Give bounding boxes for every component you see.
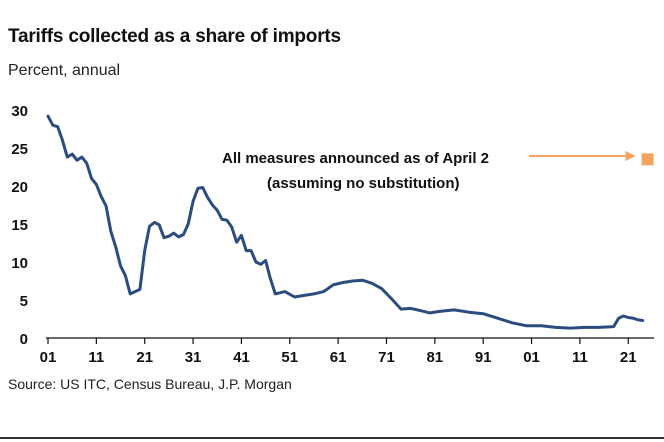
y-axis-ticks: 0 5 10 15 20 25 30 (11, 103, 28, 348)
x-tick-label-12: 21 (620, 349, 637, 366)
x-tick-label-7: 71 (378, 349, 395, 366)
x-tick-label-10: 01 (523, 349, 540, 366)
y-tick-label-15: 15 (11, 217, 28, 234)
source-note: Source: US ITC, Census Bureau, J.P. Morg… (8, 376, 292, 392)
bottom-divider (0, 437, 664, 439)
annotation-line-1: All measures announced as of April 2 (222, 150, 489, 167)
y-tick-label-20: 20 (11, 179, 28, 196)
y-tick-label-5: 5 (20, 293, 28, 310)
x-tick-label-3: 31 (185, 349, 202, 366)
x-tick-label-1: 11 (88, 349, 104, 366)
x-tick-label-5: 51 (281, 349, 298, 366)
annotation-line-2: (assuming no substitution) (267, 175, 460, 192)
y-tick-label-10: 10 (11, 255, 28, 272)
series-group (46, 114, 645, 330)
x-tick-label-9: 91 (475, 349, 492, 366)
chart-title: Tariffs collected as a share of imports (8, 26, 341, 47)
series-line-0 (46, 114, 645, 330)
x-tick-label-4: 41 (233, 349, 250, 366)
annotation-arrow-head (625, 151, 636, 161)
annotation-group: All measures announced as of April 2 (as… (222, 150, 654, 192)
x-tick-label-0: 01 (40, 349, 57, 366)
x-tick-label-8: 81 (426, 349, 443, 366)
y-tick-label-0: 0 (20, 331, 28, 348)
x-tick-label-6: 61 (330, 349, 347, 366)
y-tick-label-25: 25 (11, 141, 28, 158)
chart-subtitle: Percent, annual (8, 62, 121, 79)
y-tick-label-30: 30 (11, 103, 28, 120)
annotation-marker (641, 153, 654, 166)
x-tick-label-2: 21 (136, 349, 153, 366)
x-tick-label-11: 11 (572, 349, 588, 366)
x-axis: 01 11 21 31 41 51 61 71 81 91 01 11 21 (40, 337, 654, 366)
